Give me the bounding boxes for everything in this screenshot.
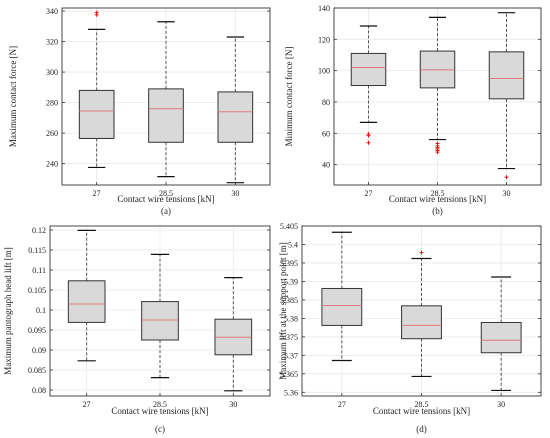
y-tick-label: 5.405	[280, 222, 298, 231]
iqr-box	[141, 301, 179, 341]
chart-panel-1: 240 260 280 300 320 340 27 28.5 30 Maximum contac…	[8, 7, 271, 216]
x-tick-label: 28.5	[153, 400, 167, 409]
y-axis-label: Maximum contact force [N]	[8, 46, 18, 147]
y-tick-label: 0.085	[28, 366, 46, 375]
x-tick-label: 27	[365, 189, 373, 198]
outlier-marker	[366, 140, 371, 145]
box-28.5	[419, 16, 456, 155]
y-tick-label: 300	[46, 68, 58, 77]
y-tick-label: 5.395	[280, 259, 298, 268]
y-tick-label: 80	[322, 98, 330, 107]
box-27	[321, 231, 363, 362]
iqr-box	[401, 305, 442, 340]
x-tick-label: 28.5	[431, 189, 445, 198]
box-28.5	[401, 250, 442, 378]
box-30	[217, 36, 254, 184]
y-tick-label: 260	[46, 129, 58, 138]
box-27	[67, 229, 106, 362]
panel-caption: (a)	[161, 206, 171, 216]
y-tick-label: 100	[318, 67, 330, 76]
y-tick-label: 0.12	[32, 226, 46, 235]
x-tick-label: 27	[93, 189, 101, 198]
panel-caption: (b)	[432, 206, 443, 216]
x-tick-label: 28.5	[159, 189, 173, 198]
y-tick-label: 140	[318, 4, 330, 13]
x-tick-label: 30	[229, 400, 237, 409]
panel-caption: (d)	[416, 424, 427, 434]
x-tick-label: 30	[503, 189, 511, 198]
y-tick-label: 0.105	[28, 286, 46, 295]
x-axis-label: Contact wire tensions [kN]	[389, 194, 486, 204]
outlier-marker	[94, 10, 99, 15]
x-tick-label: 27	[83, 400, 91, 409]
y-tick-label: 5.4	[288, 240, 298, 249]
y-tick-label: 5.375	[280, 333, 298, 342]
y-tick-label: 0.095	[28, 326, 46, 335]
iqr-box	[78, 89, 115, 139]
iqr-box	[488, 51, 525, 100]
outlier-marker	[435, 150, 440, 155]
box-27	[350, 25, 387, 145]
y-axis-label: Maximum lift at the support point [m]	[278, 242, 288, 379]
box-30	[214, 277, 253, 392]
iqr-box	[480, 321, 522, 354]
x-tick-label: 30	[497, 400, 505, 409]
y-tick-label: 5.37	[284, 351, 298, 360]
x-axis-label: Contact wire tensions [kN]	[117, 194, 214, 204]
iqr-box	[321, 287, 363, 326]
y-tick-label: 320	[46, 38, 58, 47]
box-27	[78, 10, 115, 169]
y-tick-label: 5.36	[284, 388, 298, 397]
panel-caption: (c)	[155, 424, 165, 434]
y-tick-label: 5.385	[280, 296, 298, 305]
y-tick-label: 0.1	[36, 306, 46, 315]
y-tick-label: 0.08	[32, 386, 46, 395]
y-tick-label: 5.38	[284, 314, 298, 323]
y-tick-label: 280	[46, 99, 58, 108]
y-tick-label: 0.11	[32, 266, 46, 275]
y-tick-label: 0.115	[28, 246, 46, 255]
y-axis-label: Minimum contact force [N]	[284, 47, 294, 147]
y-tick-label: 5.39	[284, 277, 298, 286]
y-tick-label: 60	[322, 129, 330, 138]
outlier-marker	[419, 250, 424, 255]
chart-panel-4: 5.36 5.365 5.37 5.375 5.38 5.385 5.39 5.395 5.4 5…	[278, 222, 542, 434]
iqr-box	[350, 52, 387, 87]
y-axis-label: Maximum pantograph head lift [m]	[3, 247, 13, 374]
chart-panel-3: 0.08 0.085 0.09 0.095 0.1 0.105 0.11 0.115 0.12 2…	[3, 225, 271, 434]
y-tick-label: 40	[322, 161, 330, 170]
box-30	[480, 276, 522, 392]
x-tick-label: 28.5	[415, 400, 429, 409]
x-tick-label: 27	[338, 400, 346, 409]
outlier-marker	[366, 132, 371, 137]
box-28.5	[148, 21, 184, 178]
y-tick-label: 0.09	[32, 346, 46, 355]
x-axis-label: Contact wire tensions [kN]	[373, 406, 470, 416]
iqr-box	[67, 280, 106, 323]
iqr-box	[217, 91, 254, 143]
x-tick-label: 30	[231, 189, 239, 198]
outlier-marker	[504, 175, 509, 180]
y-tick-label: 240	[46, 160, 58, 169]
x-axis-label: Contact wire tensions [kN]	[111, 406, 208, 416]
iqr-box	[148, 88, 184, 143]
box-30	[488, 12, 525, 180]
y-tick-label: 120	[318, 35, 330, 44]
chart-panel-2: 40 60 80 100 120 140 27 28.5 30 Minimum contact f…	[284, 4, 542, 216]
y-tick-label: 5.365	[280, 370, 298, 379]
box-28.5	[141, 253, 179, 379]
y-tick-label: 340	[46, 7, 58, 16]
